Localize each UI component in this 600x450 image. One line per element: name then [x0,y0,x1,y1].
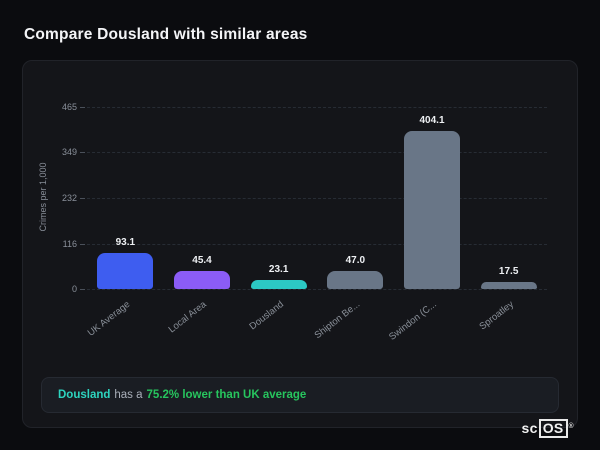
x-axis-label: UK Average [85,299,133,339]
bar-value-label: 17.5 [498,266,519,278]
bar-value-label: 45.4 [192,255,212,267]
bar-value-label: 93.1 [115,236,136,248]
registered-mark: ® [568,422,574,430]
x-axis-label: Shipton Be... [312,299,363,342]
summary-highlight-text: 75.2% lower than UK average [146,389,307,401]
y-tick-label: 465 [61,102,77,112]
summary-middle-text: has a [114,389,143,401]
y-tick-label: 0 [71,284,77,294]
bar-sproatley[interactable] [480,282,537,289]
y-tick-label: 116 [62,238,77,249]
y-tick-mark [80,107,85,108]
bar-value-label: 404.1 [419,114,445,126]
y-tick-mark [80,198,85,200]
scos-logo: sc OS ® [522,419,574,438]
gridline [87,107,547,108]
x-axis-label: Local Area [166,299,209,336]
logo-prefix: sc [521,420,538,437]
logo-suffix: OS [538,419,568,438]
gridline [87,243,547,245]
page-title: Compare Dousland with similar areas [24,26,308,43]
chart-card: Crimes per 1,000 465 349 232 116 0 93.1 UK Ave… [22,60,578,428]
y-tick-label: 232 [61,193,77,204]
y-tick-mark [80,243,85,245]
y-tick-mark [80,289,85,290]
y-tick-label: 349 [61,147,77,158]
bar-uk-average[interactable] [97,252,154,289]
bar-dousland[interactable] [250,279,307,289]
x-axis-label: Swindon (C... [387,299,439,343]
x-axis-label: Sproatley [477,299,516,333]
summary-banner: Dousland has a 75.2% lower than UK avera… [41,377,559,413]
x-axis-label: Dousland [247,299,286,333]
gridline [87,289,547,290]
gridline [87,198,547,200]
y-tick-mark [80,152,85,154]
summary-area-name: Dousland [58,389,111,401]
gridline [87,152,547,154]
bar-chart-plot: 465 349 232 116 0 93.1 UK Average 45.4 Local Are… [62,102,547,343]
bar-value-label: 23.1 [268,263,289,275]
bar-local-area[interactable] [174,271,230,289]
bar-swindon-c[interactable] [404,130,460,289]
bar-value-label: 47.0 [345,254,366,266]
bar-shipton-be[interactable] [327,270,384,289]
